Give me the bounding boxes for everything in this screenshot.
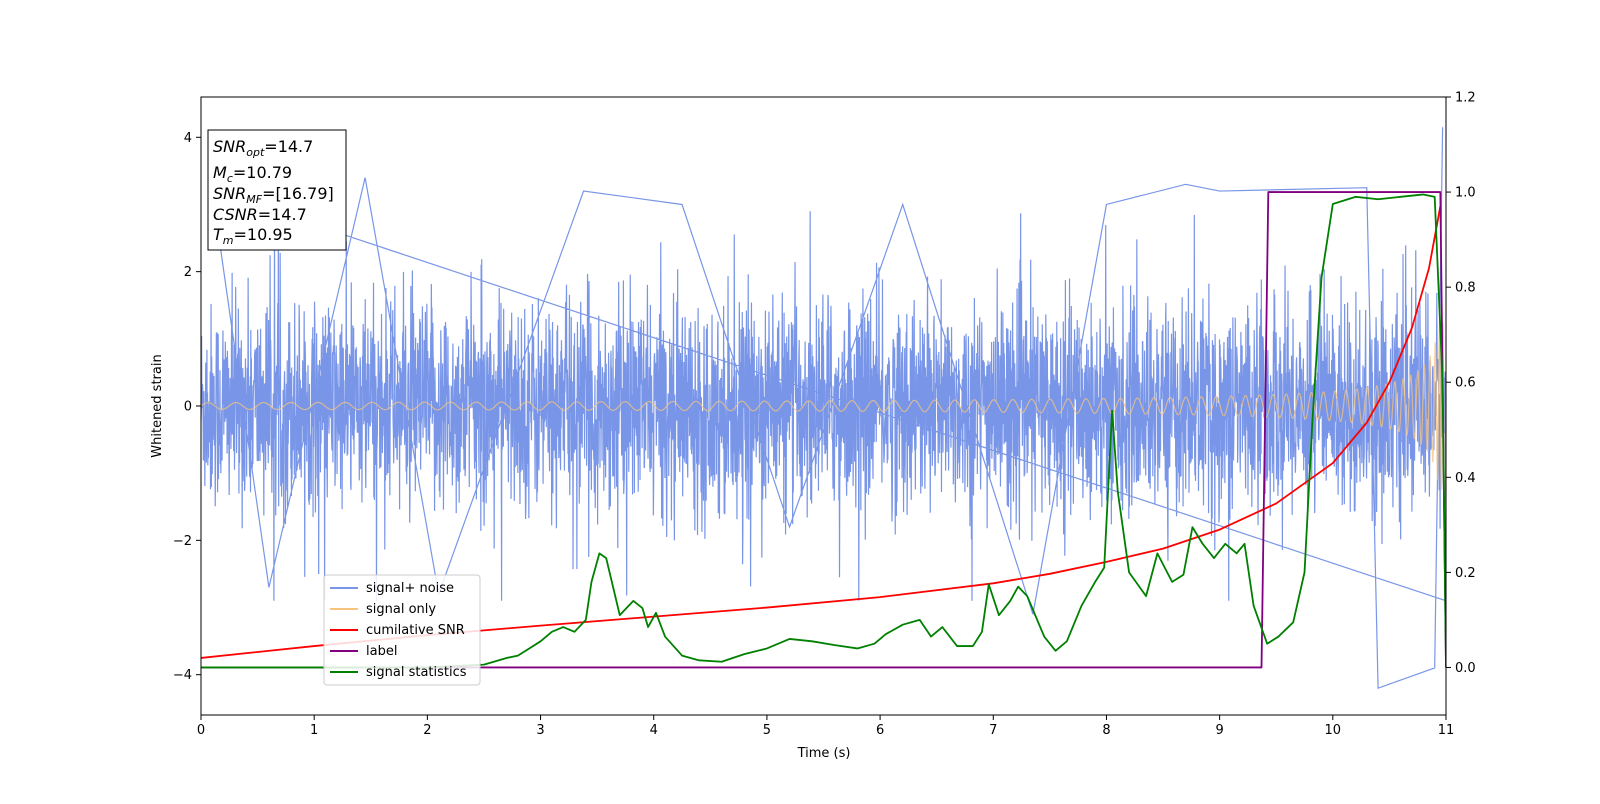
x-tick-label: 6: [876, 723, 884, 738]
legend-label-cumulative-snr: cumilative SNR: [366, 623, 465, 638]
info-mc: Mc=10.79: [213, 163, 292, 185]
info-snr-opt: SNRopt=14.7: [213, 137, 313, 159]
x-tick-label: 7: [989, 723, 997, 738]
y2-tick-label: 1.0: [1455, 186, 1476, 201]
info-tm: Tm=10.95: [213, 225, 293, 247]
x-tick-label: 10: [1325, 723, 1342, 738]
x-tick-label: 11: [1438, 723, 1455, 738]
x-tick-label: 8: [1102, 723, 1110, 738]
series-line-signal-statistics: [201, 193, 1446, 669]
info-box: SNRopt=14.7 Mc=10.79 SNRMF=[16.79] CSNR=…: [207, 129, 347, 251]
series-line-cumulative-snr: [201, 206, 1442, 659]
y2-tick-label: 0.6: [1455, 376, 1476, 391]
x-axis-title: Time (s): [797, 746, 851, 761]
legend-frame: [323, 574, 481, 686]
y2-tick-label: 0.4: [1455, 471, 1476, 486]
x-tick-label: 5: [763, 723, 771, 738]
legend-label-label: label: [366, 644, 397, 659]
axes: 0 1 2 3 4 5 6 7 8 9 10 11 −4 −2 0 2 4 0.0 0.2 0.4 0.6 0.8 1.0 1…: [173, 91, 1476, 739]
legend: signal+ noise signal only cumilative SNR…: [323, 574, 481, 686]
y-tick-label: −2: [173, 534, 192, 549]
legend-label-signal-only: signal only: [366, 602, 436, 617]
y2-tick-label: 0.2: [1455, 566, 1476, 581]
y-tick-label: 0: [184, 400, 192, 415]
y-tick-label: 2: [184, 265, 192, 280]
x-tick-label: 2: [423, 723, 431, 738]
y-axis-title: Whitened strain: [150, 354, 165, 457]
plot-area: [201, 127, 1446, 689]
legend-label-signal-noise: signal+ noise: [366, 581, 454, 596]
x-tick-label: 0: [197, 723, 205, 738]
series-line-signal-noise: [201, 127, 1446, 689]
x-tick-label: 1: [310, 723, 318, 738]
x-tick-label: 3: [536, 723, 544, 738]
info-csnr: CSNR=14.7: [213, 205, 307, 224]
x-tick-label: 4: [650, 723, 658, 738]
y-tick-label: −4: [173, 668, 192, 683]
y2-tick-label: 1.2: [1455, 91, 1476, 106]
y-tick-label: 4: [184, 131, 192, 146]
x-tick-label: 9: [1215, 723, 1223, 738]
series-line-signal-only: [201, 322, 1445, 490]
info-snr-mf: SNRMF=[16.79]: [213, 184, 334, 206]
series-line-label: [201, 191, 1446, 669]
y2-tick-label: 0.8: [1455, 281, 1476, 296]
legend-label-signal-statistics: signal statistics: [366, 665, 467, 680]
info-box-frame: [207, 129, 347, 251]
y2-tick-label: 0.0: [1455, 661, 1476, 676]
